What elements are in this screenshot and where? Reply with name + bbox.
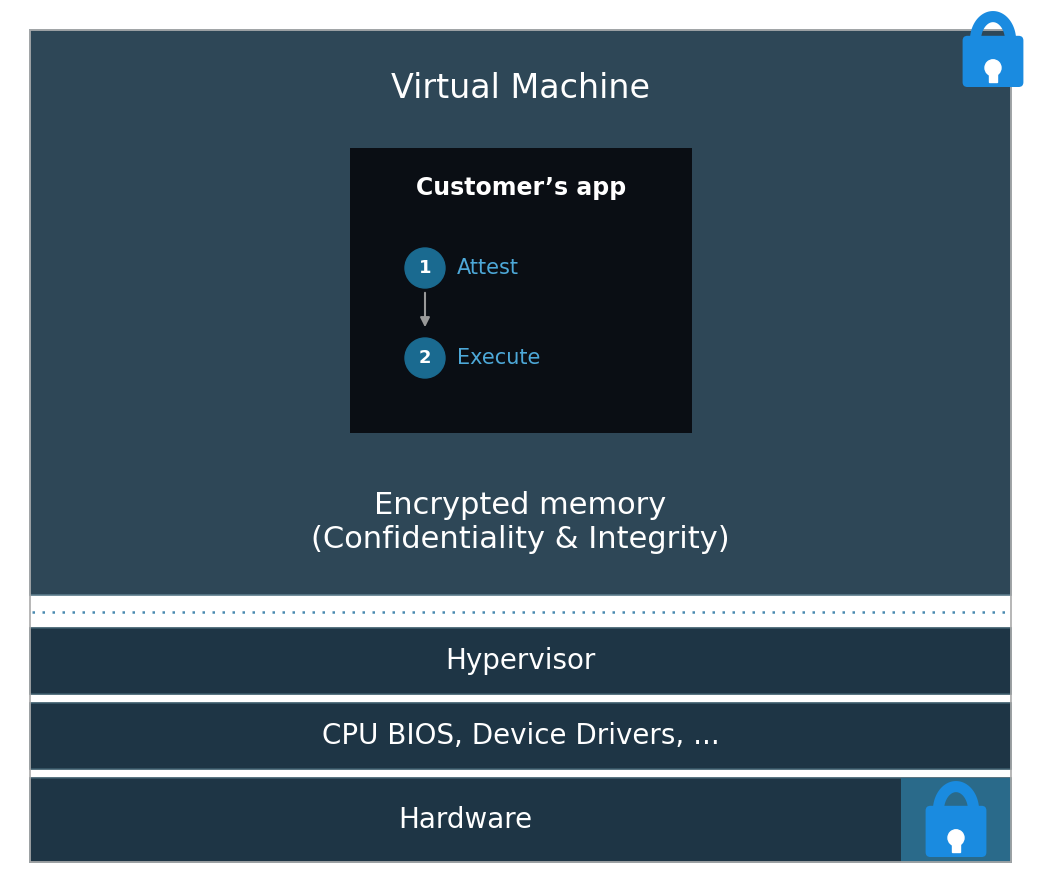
- Text: (Confidentiality & Integrity): (Confidentiality & Integrity): [311, 525, 730, 555]
- Circle shape: [948, 830, 964, 846]
- Text: Hypervisor: Hypervisor: [446, 647, 595, 675]
- Text: CPU BIOS, Device Drivers, ...: CPU BIOS, Device Drivers, ...: [322, 722, 719, 750]
- Bar: [989, 68, 997, 82]
- FancyBboxPatch shape: [350, 148, 692, 433]
- Bar: [902, 778, 1011, 862]
- Text: Execute: Execute: [457, 348, 540, 368]
- FancyBboxPatch shape: [30, 778, 1011, 862]
- FancyBboxPatch shape: [963, 36, 1023, 87]
- Circle shape: [985, 60, 1001, 76]
- Text: Virtual Machine: Virtual Machine: [391, 71, 650, 104]
- Circle shape: [405, 248, 445, 288]
- Text: 1: 1: [418, 259, 431, 277]
- Text: Encrypted memory: Encrypted memory: [375, 491, 666, 519]
- FancyBboxPatch shape: [30, 30, 1011, 595]
- FancyBboxPatch shape: [925, 805, 987, 857]
- Text: Hardware: Hardware: [399, 806, 533, 834]
- Text: Attest: Attest: [457, 258, 519, 278]
- Text: Customer’s app: Customer’s app: [415, 176, 626, 200]
- Text: 2: 2: [418, 349, 431, 367]
- FancyBboxPatch shape: [30, 628, 1011, 694]
- Circle shape: [405, 338, 445, 378]
- FancyBboxPatch shape: [30, 703, 1011, 769]
- Bar: [953, 838, 960, 852]
